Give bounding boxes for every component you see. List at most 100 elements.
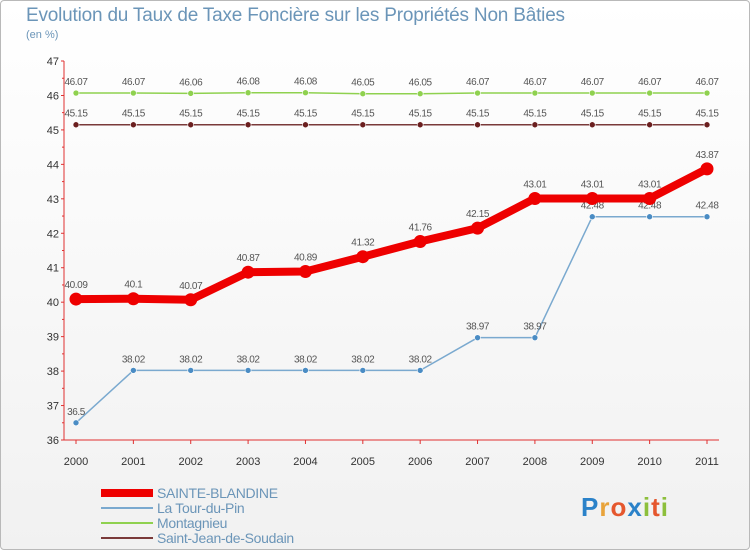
data-label: 36.5 bbox=[67, 407, 86, 418]
legend-label: Montagnieu bbox=[157, 514, 228, 531]
x-tick-label: 2000 bbox=[64, 456, 88, 468]
data-label: 43.01 bbox=[581, 179, 605, 190]
y-tick-label: 40 bbox=[47, 297, 59, 309]
data-point bbox=[588, 213, 596, 221]
legend-swatch bbox=[101, 521, 153, 524]
data-label: 46.08 bbox=[294, 77, 318, 88]
x-tick-label: 2001 bbox=[121, 456, 145, 468]
data-label: 42.48 bbox=[638, 201, 662, 212]
data-point bbox=[302, 89, 309, 96]
x-tick-label: 2010 bbox=[637, 456, 661, 468]
data-label: 46.05 bbox=[351, 78, 375, 89]
data-label: 38.02 bbox=[179, 354, 203, 365]
data-label: 45.15 bbox=[638, 109, 662, 120]
data-point bbox=[130, 89, 137, 97]
data-label: 46.06 bbox=[179, 77, 203, 88]
legend-label: SAINTE-BLANDINE bbox=[157, 484, 278, 501]
data-point bbox=[528, 191, 542, 205]
y-tick-label: 46 bbox=[47, 90, 59, 102]
legend-item-montagnieu: Montagnieu bbox=[101, 514, 294, 531]
chart-subtitle: (en %) bbox=[26, 29, 59, 41]
data-point bbox=[588, 121, 596, 129]
data-point bbox=[72, 121, 80, 129]
data-label: 40.07 bbox=[179, 281, 203, 292]
chart-legend: SAINTE-BLANDINE La Tour-du-Pin Montagnie… bbox=[101, 484, 294, 546]
y-tick-label: 44 bbox=[47, 159, 59, 171]
data-label: 45.15 bbox=[466, 109, 490, 120]
data-point bbox=[531, 334, 539, 341]
data-point bbox=[474, 121, 481, 129]
data-point bbox=[531, 89, 539, 97]
data-label: 45.15 bbox=[64, 109, 88, 120]
data-label: 38.97 bbox=[523, 322, 547, 333]
data-label: 45.15 bbox=[695, 109, 719, 120]
logo-letter: x bbox=[627, 492, 643, 522]
data-point bbox=[69, 292, 83, 306]
data-label: 42.48 bbox=[695, 201, 719, 212]
logo-letter: P bbox=[581, 492, 600, 522]
x-tick-label: 2009 bbox=[580, 456, 604, 468]
data-label: 41.32 bbox=[351, 238, 375, 249]
data-label: 40.87 bbox=[237, 253, 261, 264]
data-label: 38.02 bbox=[351, 354, 375, 365]
data-point bbox=[416, 121, 424, 129]
data-point bbox=[72, 419, 80, 427]
data-point bbox=[298, 265, 312, 279]
data-point bbox=[700, 162, 714, 176]
data-label: 46.07 bbox=[64, 77, 88, 88]
data-point bbox=[416, 90, 424, 98]
logo-letter: i bbox=[660, 492, 669, 522]
data-point bbox=[413, 235, 427, 249]
data-label: 46.07 bbox=[466, 77, 490, 88]
data-label: 45.15 bbox=[179, 109, 203, 120]
data-label: 38.02 bbox=[409, 354, 433, 365]
data-label: 41.76 bbox=[409, 223, 433, 234]
data-label: 46.07 bbox=[581, 77, 605, 88]
x-tick-label: 2007 bbox=[465, 456, 489, 468]
data-label: 46.07 bbox=[523, 77, 547, 88]
data-point bbox=[531, 121, 539, 129]
series-line bbox=[75, 215, 707, 424]
data-point bbox=[588, 89, 596, 97]
legend-item-la-tour-du-pin: La Tour-du-Pin bbox=[101, 499, 294, 516]
x-tick-label: 2003 bbox=[236, 456, 260, 468]
data-point bbox=[72, 89, 80, 97]
data-point bbox=[187, 367, 195, 374]
data-label: 38.02 bbox=[237, 354, 261, 365]
data-point bbox=[302, 121, 309, 129]
logo-letter: i bbox=[642, 492, 652, 522]
data-label: 42.15 bbox=[466, 209, 490, 220]
series-line bbox=[76, 91, 707, 95]
data-label: 40.89 bbox=[294, 253, 318, 264]
data-point bbox=[416, 367, 424, 374]
data-point bbox=[130, 367, 137, 374]
data-point bbox=[241, 265, 255, 279]
data-label: 45.15 bbox=[409, 109, 433, 120]
x-tick-label: 2005 bbox=[351, 456, 375, 468]
data-point bbox=[244, 367, 252, 374]
data-point bbox=[359, 367, 367, 374]
x-tick-label: 2006 bbox=[408, 456, 432, 468]
data-label: 45.15 bbox=[523, 109, 547, 120]
data-point bbox=[244, 89, 252, 96]
y-tick-label: 36 bbox=[47, 435, 59, 447]
data-label: 43.87 bbox=[695, 150, 719, 161]
data-point bbox=[474, 334, 481, 341]
data-label: 46.07 bbox=[638, 77, 662, 88]
x-tick-label: 2002 bbox=[178, 456, 202, 468]
data-point bbox=[703, 121, 711, 129]
data-label: 46.07 bbox=[695, 77, 719, 88]
data-label: 43.01 bbox=[523, 179, 547, 190]
legend-swatch bbox=[101, 506, 153, 509]
legend-label: La Tour-du-Pin bbox=[157, 499, 245, 516]
data-point bbox=[302, 367, 309, 374]
y-tick-label: 42 bbox=[47, 228, 59, 240]
x-tick-label: 2011 bbox=[695, 456, 719, 468]
data-point bbox=[244, 121, 252, 129]
data-label: 38.02 bbox=[122, 354, 146, 365]
data-label: 38.02 bbox=[294, 354, 318, 365]
data-point bbox=[474, 89, 481, 97]
data-point bbox=[646, 89, 653, 97]
